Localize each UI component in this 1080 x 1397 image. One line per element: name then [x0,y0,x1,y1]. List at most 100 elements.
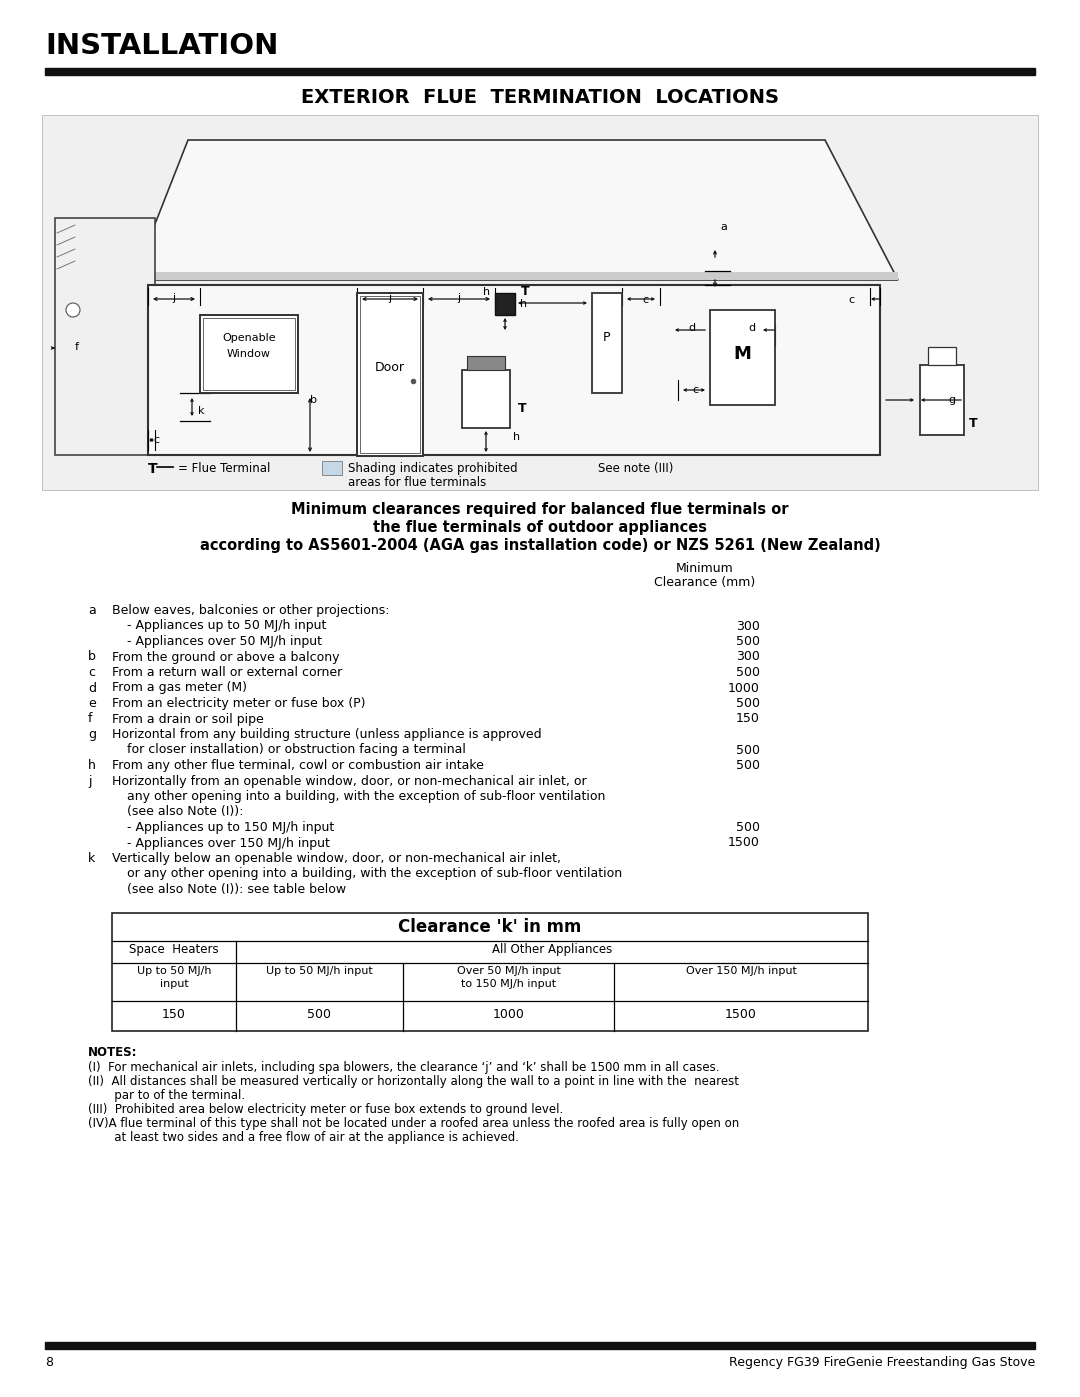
Text: From a gas meter (M): From a gas meter (M) [112,682,247,694]
Bar [495,293,515,314]
Text: Window: Window [227,349,271,359]
Text: d: d [748,323,755,332]
Text: Up to 50 MJ/h input: Up to 50 MJ/h input [266,965,373,975]
Text: g: g [87,728,96,740]
Text: at least two sides and a free flow of air at the appliance is achieved.: at least two sides and a free flow of ai… [87,1130,519,1144]
Text: Clearance (mm): Clearance (mm) [654,576,756,590]
Bar [360,296,420,453]
Text: j: j [173,293,176,303]
Text: - Appliances up to 50 MJ/h input: - Appliances up to 50 MJ/h input [127,619,326,633]
Bar [928,346,956,365]
Text: h: h [483,286,490,298]
Text: j: j [458,293,460,303]
Text: From a return wall or external corner: From a return wall or external corner [112,666,342,679]
Text: Over 50 MJ/h input
to 150 MJ/h input: Over 50 MJ/h input to 150 MJ/h input [457,965,561,989]
Text: c: c [642,295,648,305]
Text: 500: 500 [735,697,760,710]
Text: 1500: 1500 [725,1007,757,1020]
Text: = Flue Terminal: = Flue Terminal [178,462,270,475]
Text: - Appliances over 150 MJ/h input: - Appliances over 150 MJ/h input [127,837,329,849]
Text: or any other opening into a building, with the exception of sub-floor ventilatio: or any other opening into a building, wi… [127,868,622,880]
Bar [133,272,897,279]
Text: EXTERIOR  FLUE  TERMINATION  LOCATIONS: EXTERIOR FLUE TERMINATION LOCATIONS [301,88,779,108]
Text: M: M [733,345,752,363]
Text: From a drain or soil pipe: From a drain or soil pipe [112,712,264,725]
Text: c: c [692,386,698,395]
Text: 150: 150 [162,1007,186,1020]
Text: T: T [521,285,529,298]
Text: areas for flue terminals: areas for flue terminals [348,476,486,489]
Text: - Appliances up to 150 MJ/h input: - Appliances up to 150 MJ/h input [127,821,334,834]
Text: (III)  Prohibited area below electricity meter or fuse box extends to ground lev: (III) Prohibited area below electricity … [87,1102,564,1115]
Text: the flue terminals of outdoor appliances: the flue terminals of outdoor appliances [373,520,707,535]
Text: (see also Note (I)): see table below: (see also Note (I)): see table below [127,883,346,895]
Text: h: h [513,432,521,441]
Bar [467,356,505,370]
Text: Regency FG39 FireGenie Freestanding Gas Stove: Regency FG39 FireGenie Freestanding Gas … [729,1356,1035,1369]
Text: j: j [389,293,392,303]
Bar [710,310,775,405]
Text: c: c [87,666,95,679]
Text: any other opening into a building, with the exception of sub-floor ventilation: any other opening into a building, with … [127,789,606,803]
Text: 1500: 1500 [728,837,760,849]
Text: Below eaves, balconies or other projections:: Below eaves, balconies or other projecti… [112,604,390,617]
Bar [148,285,880,455]
Bar [920,365,964,434]
Text: 500: 500 [735,821,760,834]
Bar [200,314,298,393]
Text: according to AS5601-2004 (AGA gas installation code) or NZS 5261 (New Zealand): according to AS5601-2004 (AGA gas instal… [200,538,880,553]
Text: 500: 500 [308,1007,332,1020]
Text: Horizontally from an openable window, door, or non-mechanical air inlet, or: Horizontally from an openable window, do… [112,774,586,788]
Text: From an electricity meter or fuse box (P): From an electricity meter or fuse box (P… [112,697,365,710]
Text: Minimum clearances required for balanced flue terminals or: Minimum clearances required for balanced… [292,502,788,517]
Text: (I)  For mechanical air inlets, including spa blowers, the clearance ‘j’ and ‘k’: (I) For mechanical air inlets, including… [87,1060,719,1073]
Text: d: d [87,682,96,694]
Bar [458,285,516,390]
Text: b: b [310,395,318,405]
Text: Over 150 MJ/h input: Over 150 MJ/h input [686,965,796,975]
Bar [55,218,156,455]
Text: T: T [969,416,977,430]
Text: Horizontal from any building structure (unless appliance is approved: Horizontal from any building structure (… [112,728,542,740]
Text: c: c [153,434,159,446]
Text: g: g [948,395,955,405]
Text: All Other Appliances: All Other Appliances [491,943,612,957]
Text: 300: 300 [737,619,760,633]
Text: NOTES:: NOTES: [87,1046,137,1059]
Text: T: T [148,462,158,476]
Text: for closer installation) or obstruction facing a terminal: for closer installation) or obstruction … [127,743,465,757]
Text: From the ground or above a balcony: From the ground or above a balcony [112,651,339,664]
Bar [45,68,1035,75]
Text: 1000: 1000 [728,682,760,694]
Bar [174,285,322,455]
Text: k: k [87,852,95,865]
Text: From any other flue terminal, cowl or combustion air intake: From any other flue terminal, cowl or co… [112,759,484,773]
Text: d: d [688,323,696,332]
Text: - Appliances over 50 MJ/h input: - Appliances over 50 MJ/h input [127,636,322,648]
Text: Openable: Openable [222,332,275,344]
Text: (II)  All distances shall be measured vertically or horizontally along the wall : (II) All distances shall be measured ver… [87,1074,739,1087]
Text: 150: 150 [737,712,760,725]
Text: 1000: 1000 [492,1007,525,1020]
Text: 500: 500 [735,759,760,773]
Text: See note (III): See note (III) [598,462,673,475]
Polygon shape [133,140,897,279]
Text: c: c [848,295,854,305]
Text: Clearance 'k' in mm: Clearance 'k' in mm [399,918,582,936]
Bar [45,1343,1035,1350]
Text: h: h [87,759,96,773]
Text: a: a [87,604,96,617]
Text: 500: 500 [735,743,760,757]
Text: f: f [75,342,79,352]
Text: 300: 300 [737,651,760,664]
Circle shape [66,303,80,317]
Text: Vertically below an openable window, door, or non-mechanical air inlet,: Vertically below an openable window, doo… [112,852,561,865]
Text: 500: 500 [735,666,760,679]
Text: a: a [720,222,727,232]
Text: par to of the terminal.: par to of the terminal. [87,1088,245,1101]
Text: Shading indicates prohibited: Shading indicates prohibited [348,462,517,475]
Text: j: j [87,774,92,788]
Text: h: h [519,299,527,309]
Text: INSTALLATION: INSTALLATION [45,32,279,60]
Bar [592,293,622,393]
